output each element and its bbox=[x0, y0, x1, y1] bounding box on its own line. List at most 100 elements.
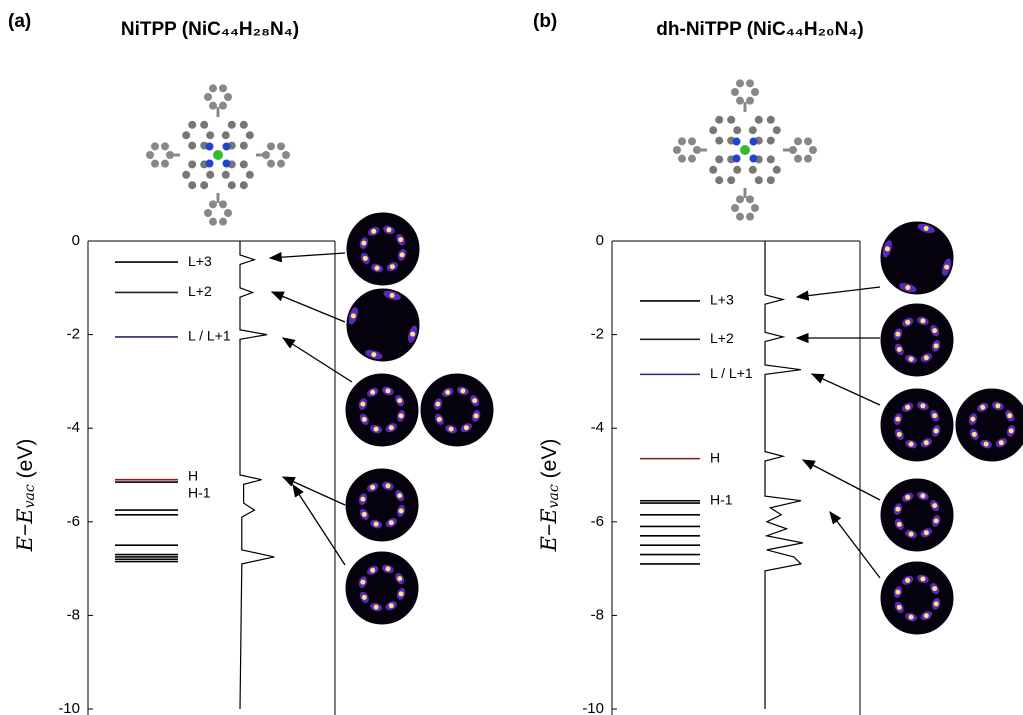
atom bbox=[267, 160, 275, 168]
arrow bbox=[812, 374, 880, 405]
orbital-peak bbox=[909, 357, 914, 362]
orbital-peak bbox=[445, 390, 450, 395]
atom bbox=[794, 155, 802, 163]
panel-label: (b) bbox=[533, 11, 557, 32]
atom bbox=[804, 137, 812, 145]
level-label: H bbox=[710, 449, 720, 465]
orbital-image bbox=[880, 561, 954, 635]
orbital-image bbox=[880, 303, 954, 377]
atom bbox=[161, 142, 169, 150]
orbital-peak bbox=[924, 613, 929, 618]
atom bbox=[749, 166, 757, 174]
orbital-peak bbox=[360, 402, 365, 407]
orbital-peak bbox=[370, 390, 375, 395]
atom bbox=[267, 142, 275, 150]
y-tick-label: 0 bbox=[596, 232, 604, 249]
orbital-peak bbox=[895, 590, 900, 595]
atom bbox=[751, 204, 759, 212]
atom bbox=[746, 195, 754, 203]
orbital-peak bbox=[351, 313, 356, 318]
orbital-peak bbox=[474, 413, 479, 418]
atom bbox=[746, 79, 754, 87]
atom bbox=[161, 160, 169, 168]
orbital-image bbox=[345, 468, 419, 542]
orbital-image bbox=[420, 373, 494, 447]
atom bbox=[749, 154, 757, 162]
orbital-peak bbox=[385, 566, 390, 571]
molecule-image bbox=[673, 79, 817, 220]
y-axis-label-part: E bbox=[537, 536, 561, 552]
atom bbox=[733, 154, 741, 162]
orbital-image bbox=[345, 373, 419, 447]
atom bbox=[794, 137, 802, 145]
orbital-image bbox=[346, 212, 420, 286]
orbital-peak bbox=[370, 485, 375, 490]
y-tick-label: -2 bbox=[67, 326, 80, 343]
orbital-peak bbox=[905, 320, 910, 325]
atom bbox=[206, 143, 214, 151]
level-label: L+2 bbox=[710, 330, 734, 346]
atom bbox=[206, 171, 214, 179]
atom bbox=[219, 218, 227, 226]
orbital-peak bbox=[944, 265, 949, 270]
orbital-peak bbox=[460, 388, 465, 393]
atom bbox=[188, 181, 196, 189]
orbital-peak bbox=[370, 568, 375, 573]
atom bbox=[182, 131, 190, 139]
atom bbox=[222, 159, 230, 167]
orbital-peak bbox=[362, 417, 367, 422]
arrow bbox=[283, 338, 352, 382]
atom bbox=[709, 166, 717, 174]
chart-title: dh-NiTPP (NiC₄₄H₂₀N₄) bbox=[656, 19, 863, 40]
y-tick-label: -10 bbox=[582, 700, 604, 715]
y-tick-label: -4 bbox=[67, 419, 80, 436]
atom bbox=[773, 126, 781, 134]
orbital-peak bbox=[385, 388, 390, 393]
atom bbox=[219, 200, 227, 208]
level-label: H-1 bbox=[710, 491, 733, 507]
atom bbox=[282, 151, 290, 159]
y-axis-label-part: vac bbox=[546, 484, 562, 508]
orbital-peak bbox=[363, 256, 368, 261]
orbital-peak bbox=[410, 332, 415, 337]
atom bbox=[200, 181, 208, 189]
orbital-peak bbox=[464, 425, 469, 430]
atom bbox=[240, 121, 248, 129]
atom bbox=[736, 79, 744, 87]
atom bbox=[182, 171, 190, 179]
atom bbox=[204, 93, 212, 101]
atom bbox=[740, 145, 750, 155]
y-axis-label-part: − bbox=[538, 524, 561, 536]
y-axis-label-part: (eV) bbox=[538, 439, 561, 479]
orbital-peak bbox=[400, 252, 405, 257]
orbital-peak bbox=[397, 398, 402, 403]
level-label: L / L+1 bbox=[710, 365, 753, 381]
orbital-peak bbox=[897, 347, 902, 352]
orbital-peak bbox=[897, 605, 902, 610]
orbital-peak bbox=[895, 332, 900, 337]
orbital-peak bbox=[999, 440, 1004, 445]
y-tick-label: -2 bbox=[591, 326, 604, 343]
y-axis-label: E−Evac(eV) bbox=[13, 439, 39, 553]
atom bbox=[715, 176, 723, 184]
orbital-peak bbox=[920, 576, 925, 581]
atom bbox=[209, 218, 217, 226]
atom bbox=[767, 116, 775, 124]
y-axis-label-part: E bbox=[13, 508, 37, 524]
orbital-peak bbox=[924, 226, 929, 231]
level-label: L+3 bbox=[188, 253, 212, 269]
atom bbox=[688, 155, 696, 163]
orbital-peak bbox=[932, 413, 937, 418]
orbital-peak bbox=[399, 413, 404, 418]
orbital-peak bbox=[449, 427, 454, 432]
y-axis-label-part: (eV) bbox=[14, 439, 37, 479]
orbital-peak bbox=[397, 493, 402, 498]
orbital-peak bbox=[897, 432, 902, 437]
atom bbox=[731, 204, 739, 212]
y-tick-label: -6 bbox=[67, 513, 80, 530]
orbital-peak bbox=[885, 246, 890, 251]
orbital-peak bbox=[360, 580, 365, 585]
orbital-peak bbox=[435, 402, 440, 407]
orbital-peak bbox=[920, 403, 925, 408]
atom bbox=[151, 160, 159, 168]
